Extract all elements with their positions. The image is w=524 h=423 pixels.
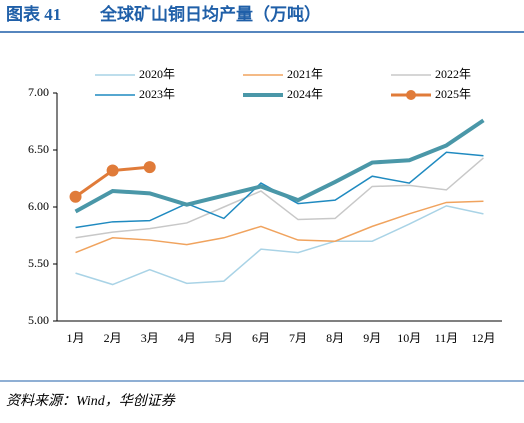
source: 资料来源：Wind，华创证券 [6,393,176,409]
chart-title: 全球矿山铜日均产量（万吨） [99,4,321,24]
point [143,161,156,174]
series-line [75,200,484,254]
y-tick-label: 6.00 [28,199,49,213]
legend-label: 2025年 [435,87,471,101]
legend-label: 2022年 [435,67,471,81]
x-tick-label: 2月 [104,331,122,345]
x-tick-label: 11月 [435,331,459,345]
point [106,164,119,177]
legend-label: 2023年 [139,87,175,101]
figure-label: 图表 41 [6,4,61,24]
x-tick-label: 5月 [215,331,233,345]
series-line [75,151,484,229]
y-tick-label: 6.50 [28,142,49,156]
series-line [75,205,484,286]
legend-dot [406,90,416,100]
x-tick-label: 1月 [67,331,85,345]
legend-label: 2021年 [287,67,323,81]
point [69,190,82,203]
legend-label: 2024年 [287,87,323,101]
x-tick-label: 4月 [178,331,196,345]
x-tick-label: 9月 [363,331,381,345]
y-tick-label: 5.50 [28,256,49,270]
y-tick-label: 7.00 [28,85,49,99]
series-line [75,157,484,239]
series-line [74,118,485,214]
x-tick-label: 3月 [141,331,159,345]
legend-label: 2020年 [139,67,175,81]
y-tick-label: 5.00 [28,313,49,327]
x-tick-label: 7月 [289,331,307,345]
x-tick-label: 6月 [252,331,270,345]
x-tick-label: 8月 [326,331,344,345]
x-tick-label: 10月 [397,331,421,345]
x-tick-label: 12月 [471,331,495,345]
